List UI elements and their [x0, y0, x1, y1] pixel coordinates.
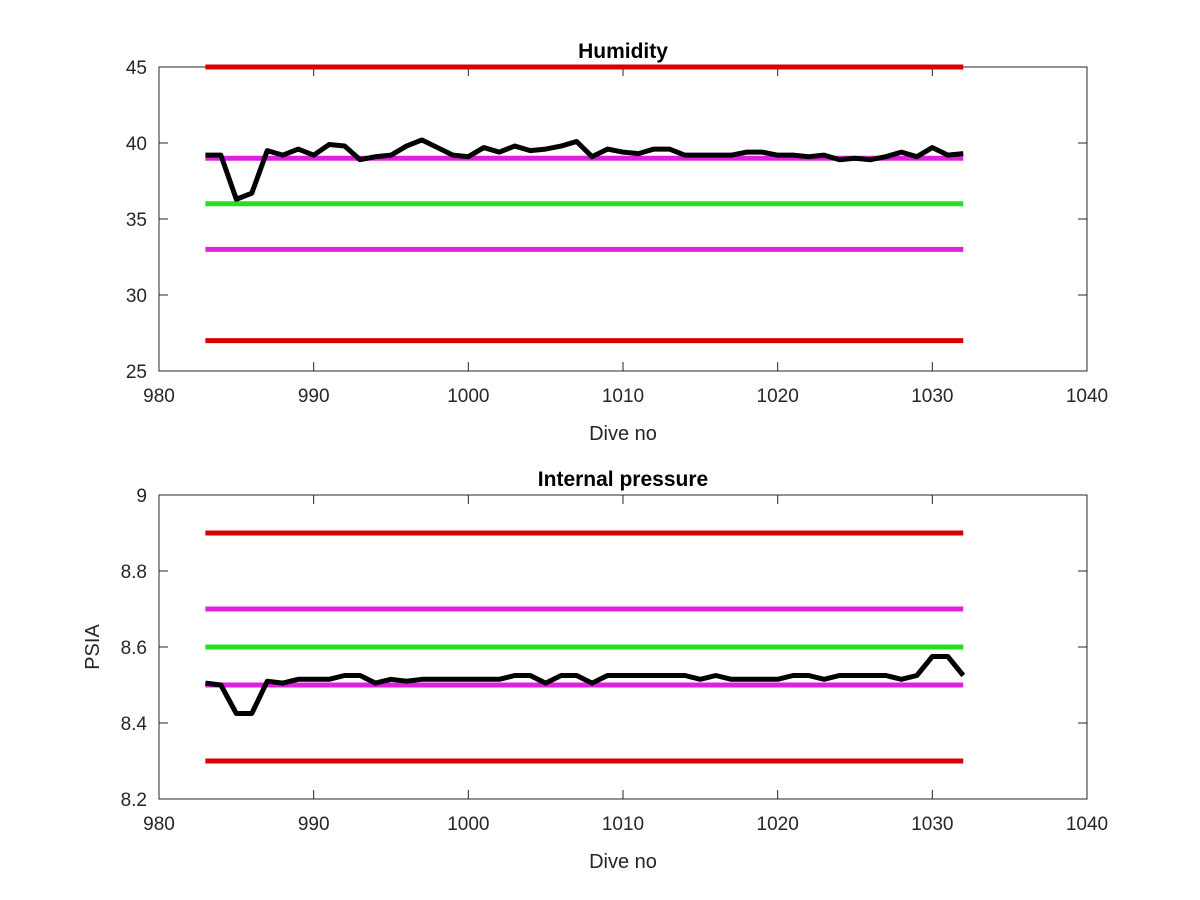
chart1-data-line-1 — [205, 137, 964, 202]
chart2-title: Internal pressure — [538, 468, 708, 491]
chart1-x-tick-label: 1020 — [757, 386, 799, 407]
chart1-y-tick-label: 25 — [126, 362, 147, 383]
chart2-x-tick-label: 1020 — [757, 814, 799, 835]
chart2-x-tick-label: 1040 — [1066, 814, 1108, 835]
chart2-x-tick-label: 1010 — [602, 814, 644, 835]
chart2-y-tick-label: 8.4 — [121, 714, 148, 735]
chart1-x-axis-label: Dive no — [589, 423, 657, 445]
chart2-x-axis-label: Dive no — [589, 851, 657, 873]
chart1-title: Humidity — [578, 40, 668, 63]
chart2-y-axis-label: PSIA — [82, 624, 104, 670]
chart2-y-tick-label: 8.2 — [121, 790, 147, 811]
chart2-y-tick-label: 8.8 — [121, 562, 147, 583]
chart1-x-tick-label: 1000 — [447, 386, 489, 407]
chart1-plot-area — [158, 66, 1088, 372]
chart1-y-tick-label: 35 — [126, 210, 147, 231]
chart1-x-tick-label: 990 — [298, 386, 330, 407]
chart1-x-tick-label: 1030 — [911, 386, 953, 407]
chart2-x-tick-label: 1000 — [447, 814, 489, 835]
chart1-x-tick-label: 1010 — [602, 386, 644, 407]
chart1-y-tick-label: 30 — [126, 286, 147, 307]
chart2-y-tick-label: 9 — [136, 486, 147, 507]
chart2-x-tick-label: 980 — [143, 814, 175, 835]
chart2-data-line-1 — [205, 654, 966, 716]
chart1-y-tick-label: 40 — [126, 134, 147, 155]
chart1-x-tick-label: 980 — [143, 386, 175, 407]
chart2-x-tick-label: 990 — [298, 814, 330, 835]
chart2-x-tick-label: 1030 — [911, 814, 953, 835]
chart1-axes: 980 990 1000 1010 1020 1030 1040 25 30 35 40 45 Humi… — [126, 40, 1108, 445]
chart2-axes: 980 990 1000 1010 1020 1030 1040 8.2 8.4 8.6 8.8 9 I… — [82, 468, 1108, 873]
chart1-x-tick-label: 1040 — [1066, 386, 1108, 407]
chart1-y-tick-label: 45 — [126, 58, 147, 79]
chart2-y-tick-label: 8.6 — [121, 638, 147, 659]
